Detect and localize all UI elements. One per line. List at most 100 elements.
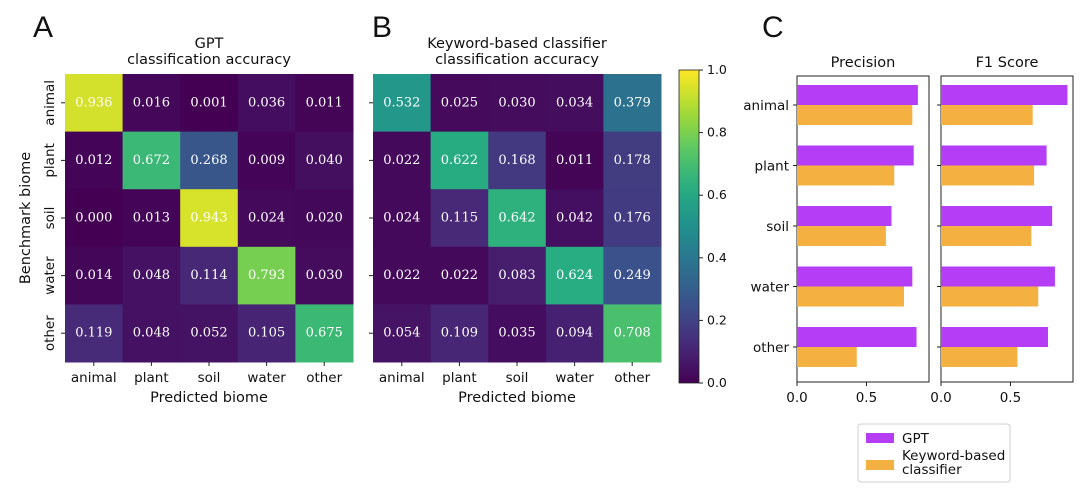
- colorbar-tick-label: 0.6: [707, 187, 727, 202]
- cell-value-label: 0.379: [614, 95, 651, 110]
- bar: [941, 327, 1048, 347]
- cell-value-label: 0.268: [190, 153, 227, 168]
- cell-value-label: 0.675: [306, 326, 343, 341]
- cell-value-label: 0.001: [190, 95, 227, 110]
- x-axis-label: Predicted biome: [150, 390, 268, 406]
- x-tick-label: 0.0: [786, 390, 807, 406]
- chart-title: F1 Score: [976, 55, 1039, 71]
- x-tick-label: other: [306, 370, 342, 386]
- panel-label-c: C: [762, 11, 784, 44]
- cell-value-label: 0.083: [498, 268, 535, 283]
- heatmap-cell: [488, 246, 547, 305]
- x-tick-label: 0.5: [1000, 390, 1021, 406]
- heatmap-cell: [180, 189, 239, 248]
- cell-value-label: 0.022: [441, 268, 478, 283]
- bar: [797, 327, 917, 347]
- heatmap-cell: [180, 131, 239, 190]
- colorbar-tick-label: 0.4: [707, 250, 727, 265]
- heatmap-cell: [237, 304, 296, 363]
- heatmap-cell: [488, 189, 547, 248]
- heatmap-cell: [237, 246, 296, 305]
- heatmap-cell: [545, 189, 604, 248]
- colorbar-tick-label: 1.0: [707, 62, 727, 77]
- bar: [797, 145, 914, 166]
- cell-value-label: 0.793: [248, 268, 285, 283]
- chart-title: Keyword-based classifier classification a…: [427, 36, 607, 68]
- y-tick-label: plant: [42, 143, 58, 177]
- bar-chart-precision: Precision animal plant soil water other 0.0 0.5: [743, 55, 930, 406]
- bar: [797, 347, 857, 367]
- cell-value-label: 0.035: [498, 326, 535, 341]
- y-tick-label: animal: [42, 80, 58, 126]
- cell-value-label: 0.011: [556, 153, 593, 168]
- cell-value-label: 0.024: [248, 211, 285, 226]
- heatmap-cell: [430, 74, 489, 133]
- y-tick-label: soil: [766, 219, 789, 235]
- cell-value-label: 0.708: [614, 326, 651, 341]
- cell-value-label: 0.013: [133, 211, 170, 226]
- legend-frame: [857, 423, 1011, 483]
- bar: [797, 85, 918, 105]
- cell-value-label: 0.011: [306, 95, 343, 110]
- bar: [797, 105, 913, 125]
- cell-value-label: 0.012: [75, 153, 112, 168]
- x-tick-label: plant: [442, 370, 476, 386]
- x-tick-label: animal: [379, 370, 425, 386]
- bar: [941, 145, 1047, 166]
- bar-chart-f1: F1 Score 0.0 0.5: [930, 55, 1074, 406]
- heatmap-cell: [65, 246, 124, 305]
- x-tick-label: 0.0: [930, 390, 951, 406]
- colorbar-bar: [678, 69, 700, 384]
- cell-value-label: 0.115: [441, 211, 478, 226]
- heatmap-cell: [373, 74, 432, 133]
- heatmap-cell: [430, 189, 489, 248]
- heatmap-cell: [122, 246, 181, 305]
- bar: [797, 266, 913, 287]
- bar: [941, 286, 1039, 307]
- heatmap-cell: [488, 74, 547, 133]
- heatmap-cell: [373, 131, 432, 190]
- cell-value-label: 0.022: [383, 153, 420, 168]
- bar: [941, 226, 1032, 246]
- cell-value-label: 0.936: [75, 95, 112, 110]
- heatmap-cell: [430, 304, 489, 363]
- heatmap-cell: [295, 74, 354, 133]
- colorbar-tick-label: 0.2: [707, 312, 727, 327]
- y-tick-label: animal: [743, 98, 789, 114]
- cell-value-label: 0.030: [306, 268, 343, 283]
- panel-label-a: A: [33, 11, 53, 44]
- cell-value-label: 0.054: [383, 326, 420, 341]
- heatmap-keyword: 0.532 0.025 0.030 0.034 0.379 0.022 0.622 0.168…: [369, 36, 662, 406]
- x-tick-label: soil: [506, 370, 529, 386]
- cell-value-label: 0.622: [441, 153, 478, 168]
- cell-value-label: 0.532: [383, 95, 420, 110]
- bar: [941, 206, 1053, 226]
- cell-value-label: 0.119: [75, 326, 112, 341]
- x-axis-label: Predicted biome: [458, 390, 576, 406]
- heatmap-cell: [65, 189, 124, 248]
- x-tick-label: soil: [198, 370, 221, 386]
- y-tick-label: plant: [755, 159, 789, 175]
- cell-value-label: 0.672: [133, 153, 170, 168]
- cell-value-label: 0.036: [248, 95, 285, 110]
- cell-value-label: 0.014: [75, 268, 112, 283]
- heatmap-cell: [122, 74, 181, 133]
- x-tick-label: water: [247, 370, 286, 386]
- heatmap-cell: [603, 304, 662, 363]
- cell-value-label: 0.020: [306, 211, 343, 226]
- heatmap-cell: [122, 131, 181, 190]
- cell-value-label: 0.034: [556, 95, 593, 110]
- colorbar-tick-label: 0.8: [707, 125, 727, 140]
- heatmap-cell: [545, 74, 604, 133]
- legend-swatch-gpt: [866, 433, 894, 443]
- panel-label-b: B: [372, 11, 392, 44]
- heatmap-cell: [65, 131, 124, 190]
- heatmap-cell: [295, 304, 354, 363]
- heatmap-cell: [295, 131, 354, 190]
- cell-value-label: 0.025: [441, 95, 478, 110]
- bar: [797, 165, 895, 186]
- x-tick-label: 0.5: [856, 390, 877, 406]
- cell-value-label: 0.016: [133, 95, 170, 110]
- bar: [941, 347, 1018, 367]
